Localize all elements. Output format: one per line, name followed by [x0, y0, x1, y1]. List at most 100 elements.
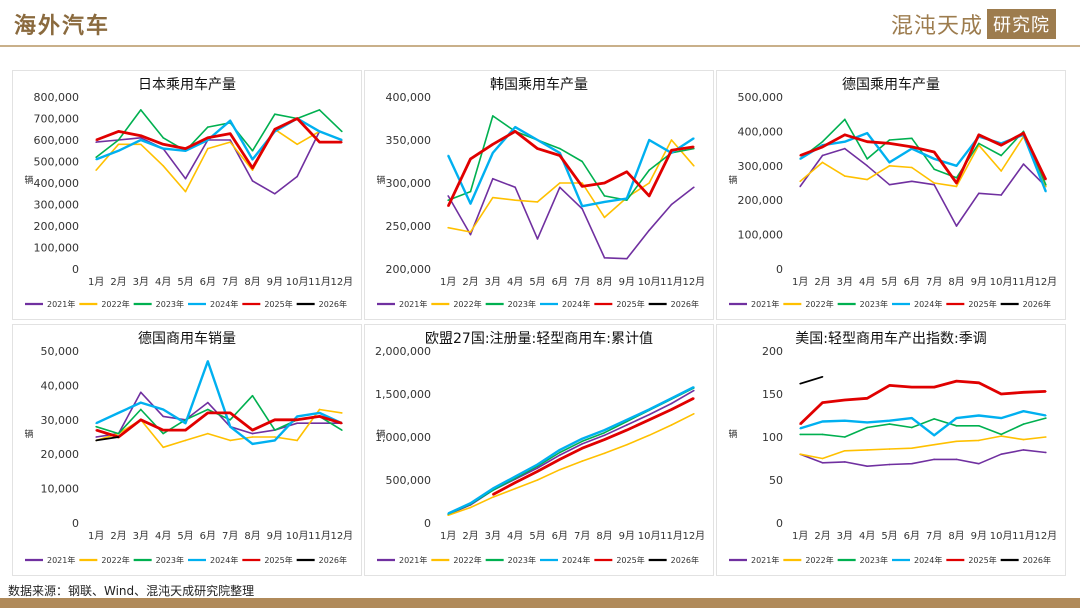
- legend-label: 2025年: [616, 555, 644, 565]
- y-tick-label: 200,000: [386, 263, 432, 276]
- legend-label: 2023年: [156, 299, 184, 309]
- page-header: 海外汽车 混沌天成 研究院: [0, 0, 1080, 47]
- data-point: [207, 137, 209, 139]
- data-point: [559, 182, 561, 184]
- x-tick-label: 11月: [660, 530, 683, 542]
- y-tick-label: 40,000: [41, 379, 80, 392]
- data-point: [821, 140, 824, 143]
- data-point: [821, 433, 824, 436]
- data-point: [693, 397, 695, 400]
- series-line: [447, 177, 695, 260]
- data-point: [626, 443, 628, 446]
- data-point: [888, 463, 891, 466]
- legend-label: 2023年: [156, 555, 184, 565]
- x-tick-label: 8月: [596, 530, 612, 542]
- data-point: [603, 452, 606, 455]
- data-point: [670, 139, 673, 141]
- data-point: [95, 156, 97, 158]
- y-tick-label: 350,000: [386, 134, 432, 147]
- data-point: [447, 512, 449, 515]
- chart-svg-us: 美国:轻型商用车产出指数:季调 0 50 100 150 200 辆 1月 2月 3月 4月 5月 6月…: [728, 330, 1057, 565]
- chart-svg-kr: 韩国乘用车产量 200,000 250,000 300,000 350,000 400,0…: [376, 76, 705, 309]
- x-tick-label: 9月: [619, 276, 635, 288]
- data-point: [888, 183, 891, 186]
- x-tick-label: 1月: [88, 276, 104, 288]
- legend-item: 2023年: [133, 555, 184, 565]
- data-point: [162, 429, 164, 431]
- legend-label: 2022年: [453, 299, 481, 309]
- data-point: [933, 418, 935, 420]
- series-line: [95, 128, 343, 193]
- x-tick-label: 8月: [948, 276, 964, 288]
- x-tick-label: 11月: [308, 276, 331, 288]
- y-tick-label: 200,000: [738, 194, 784, 207]
- data-point: [693, 165, 695, 167]
- data-point: [469, 233, 472, 236]
- chart-panel-eu: 欧盟27国:注册量:轻型商用车:累计值 0 500,000 1,000,000 1,50…: [364, 324, 714, 576]
- data-point: [296, 117, 298, 120]
- data-point: [581, 460, 583, 462]
- data-point: [978, 439, 980, 442]
- data-point: [799, 154, 801, 157]
- x-tick-label: 2月: [110, 276, 126, 288]
- data-point: [933, 183, 935, 186]
- legend-label: 2025年: [264, 555, 292, 565]
- data-point: [162, 165, 164, 167]
- data-point: [207, 360, 209, 363]
- data-point: [670, 424, 673, 426]
- data-point: [229, 139, 231, 141]
- x-tick-label: 8月: [244, 276, 260, 288]
- data-point: [274, 419, 276, 421]
- data-point: [514, 130, 516, 133]
- series-line: [799, 410, 1047, 437]
- data-point: [1000, 433, 1002, 436]
- data-point: [866, 449, 868, 451]
- x-tick-label: 8月: [948, 530, 964, 542]
- data-point: [251, 169, 254, 171]
- legend-item: 2026年: [648, 555, 699, 565]
- data-point: [844, 147, 846, 150]
- y-tick-label: 2,000,000: [375, 345, 431, 358]
- data-point: [866, 465, 868, 468]
- data-point: [514, 475, 516, 478]
- legend-label: 2025年: [264, 299, 292, 309]
- data-point: [670, 203, 673, 206]
- data-point: [140, 391, 142, 394]
- data-point: [581, 443, 583, 445]
- data-point: [626, 197, 628, 200]
- series-line: [492, 397, 695, 496]
- data-point: [1045, 185, 1047, 188]
- legend-item: 2026年: [296, 555, 347, 565]
- data-point: [933, 182, 935, 184]
- data-point: [514, 199, 516, 201]
- data-point: [274, 192, 276, 195]
- legend-label: 2021年: [751, 555, 779, 565]
- legend-label: 2026年: [671, 299, 699, 309]
- data-point: [536, 479, 539, 481]
- y-tick-label: 400,000: [386, 91, 432, 104]
- legend-item: 2024年: [892, 299, 942, 309]
- data-point: [229, 419, 231, 421]
- series-2022年: [447, 139, 695, 233]
- y-tick-label: 400,000: [738, 125, 784, 138]
- data-point: [229, 119, 231, 122]
- data-point: [341, 412, 343, 414]
- data-point: [207, 147, 209, 150]
- y-tick-label: 0: [72, 263, 79, 276]
- data-point: [447, 154, 449, 157]
- x-tick-label: 7月: [926, 530, 942, 542]
- data-point: [184, 439, 187, 442]
- legend-item: 2023年: [485, 299, 536, 309]
- data-point: [559, 451, 561, 454]
- x-tick-label: 5月: [881, 276, 897, 288]
- data-point: [693, 412, 695, 415]
- data-point: [559, 147, 561, 150]
- y-tick-label: 20,000: [41, 448, 80, 461]
- legend-item: 2021年: [377, 299, 427, 309]
- data-point: [693, 386, 695, 388]
- data-point: [1045, 436, 1047, 438]
- legend-label: 2022年: [101, 555, 129, 565]
- data-point: [229, 425, 231, 428]
- data-point: [648, 229, 650, 232]
- data-point: [866, 158, 868, 160]
